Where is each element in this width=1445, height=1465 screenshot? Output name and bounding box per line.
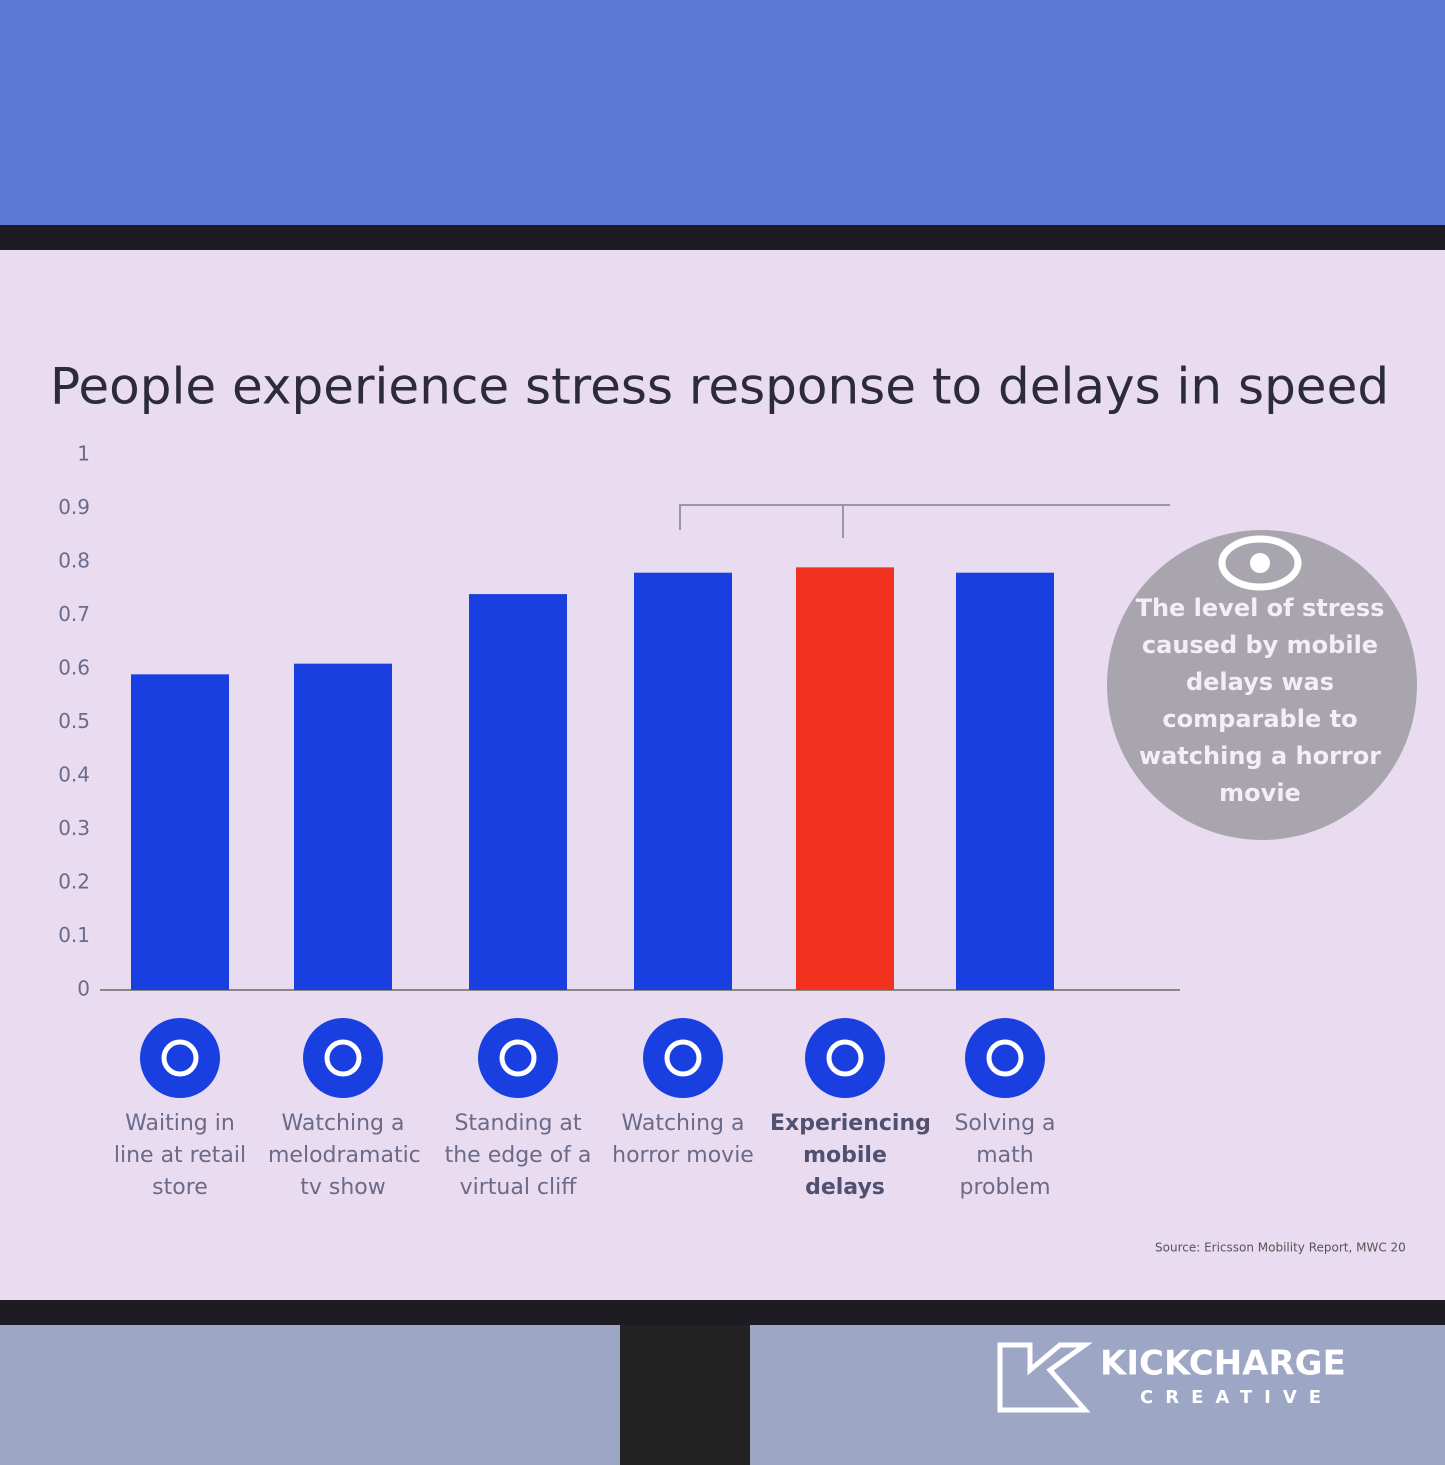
category-icon-inner [499,1039,537,1077]
y-tick-label: 0.2 [58,870,90,894]
x-tick-label: Watching a horror movie [612,1111,754,1168]
source: Source: Ericsson Mobility Report, MWC 20 [1155,1241,1406,1255]
category-icon [643,1018,723,1098]
x-tick-label: Waiting in line at retail store [113,1111,247,1200]
x-tick-label: Solving a math problem [954,1111,1056,1200]
watermark-logo [997,1342,1093,1413]
category-icon [478,1018,558,1098]
annotation-circle [1107,530,1417,840]
y-tick-label: 0.9 [58,495,90,519]
category-icon [965,1018,1045,1098]
y-tick-label: 0.3 [58,816,90,840]
category-icon-inner [324,1039,362,1077]
category-icon [303,1018,383,1098]
y-tick-label: 0.6 [58,656,90,680]
bar [956,572,1054,990]
bracket [679,504,1170,538]
chart-title: People experience stress response to del… [50,358,1389,416]
category-icon-inner [986,1039,1024,1077]
category-icon-inner [664,1039,702,1077]
y-tick-label: 0.5 [58,709,90,733]
annotation: The level of stress caused by mobile del… [1135,594,1385,807]
x-tick-label: Standing at the edge of a virtual cliff [444,1111,592,1200]
category-icon [140,1018,220,1098]
y-tick-label: 0.7 [58,602,90,626]
x-tick-label: Experiencing mobile delays [770,1111,931,1200]
watermark-sub: CREATIVE [1140,1387,1333,1408]
watermark-brand: KICKCHARGE [1100,1344,1346,1384]
y-tick-label: 0 [77,977,90,1001]
category-icon [805,1018,885,1098]
x-tick-label: Watching a melodramatic tv show [268,1111,421,1200]
bar [796,567,894,990]
eye-icon [1218,535,1302,591]
bar [469,594,567,990]
bar [634,572,732,990]
y-tick-label: 1 [77,442,90,466]
category-icon-inner [826,1039,864,1077]
eye-pupil [1250,553,1270,573]
bar [131,674,229,990]
y-tick-label: 0.1 [58,923,90,947]
category-icon-inner [161,1039,199,1077]
y-tick-label: 0.4 [58,763,90,787]
bar [294,663,392,990]
stand [620,1300,750,1465]
y-tick-label: 0.8 [58,549,90,573]
